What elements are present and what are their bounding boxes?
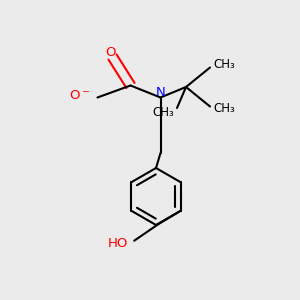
Text: HO: HO <box>108 237 128 250</box>
Text: N: N <box>156 85 165 99</box>
Text: $\mathregular{O^-}$: $\mathregular{O^-}$ <box>69 89 90 103</box>
Text: CH₃: CH₃ <box>213 58 235 71</box>
Text: O: O <box>106 46 116 59</box>
Text: CH₃: CH₃ <box>152 106 174 119</box>
Text: CH₃: CH₃ <box>213 101 235 115</box>
